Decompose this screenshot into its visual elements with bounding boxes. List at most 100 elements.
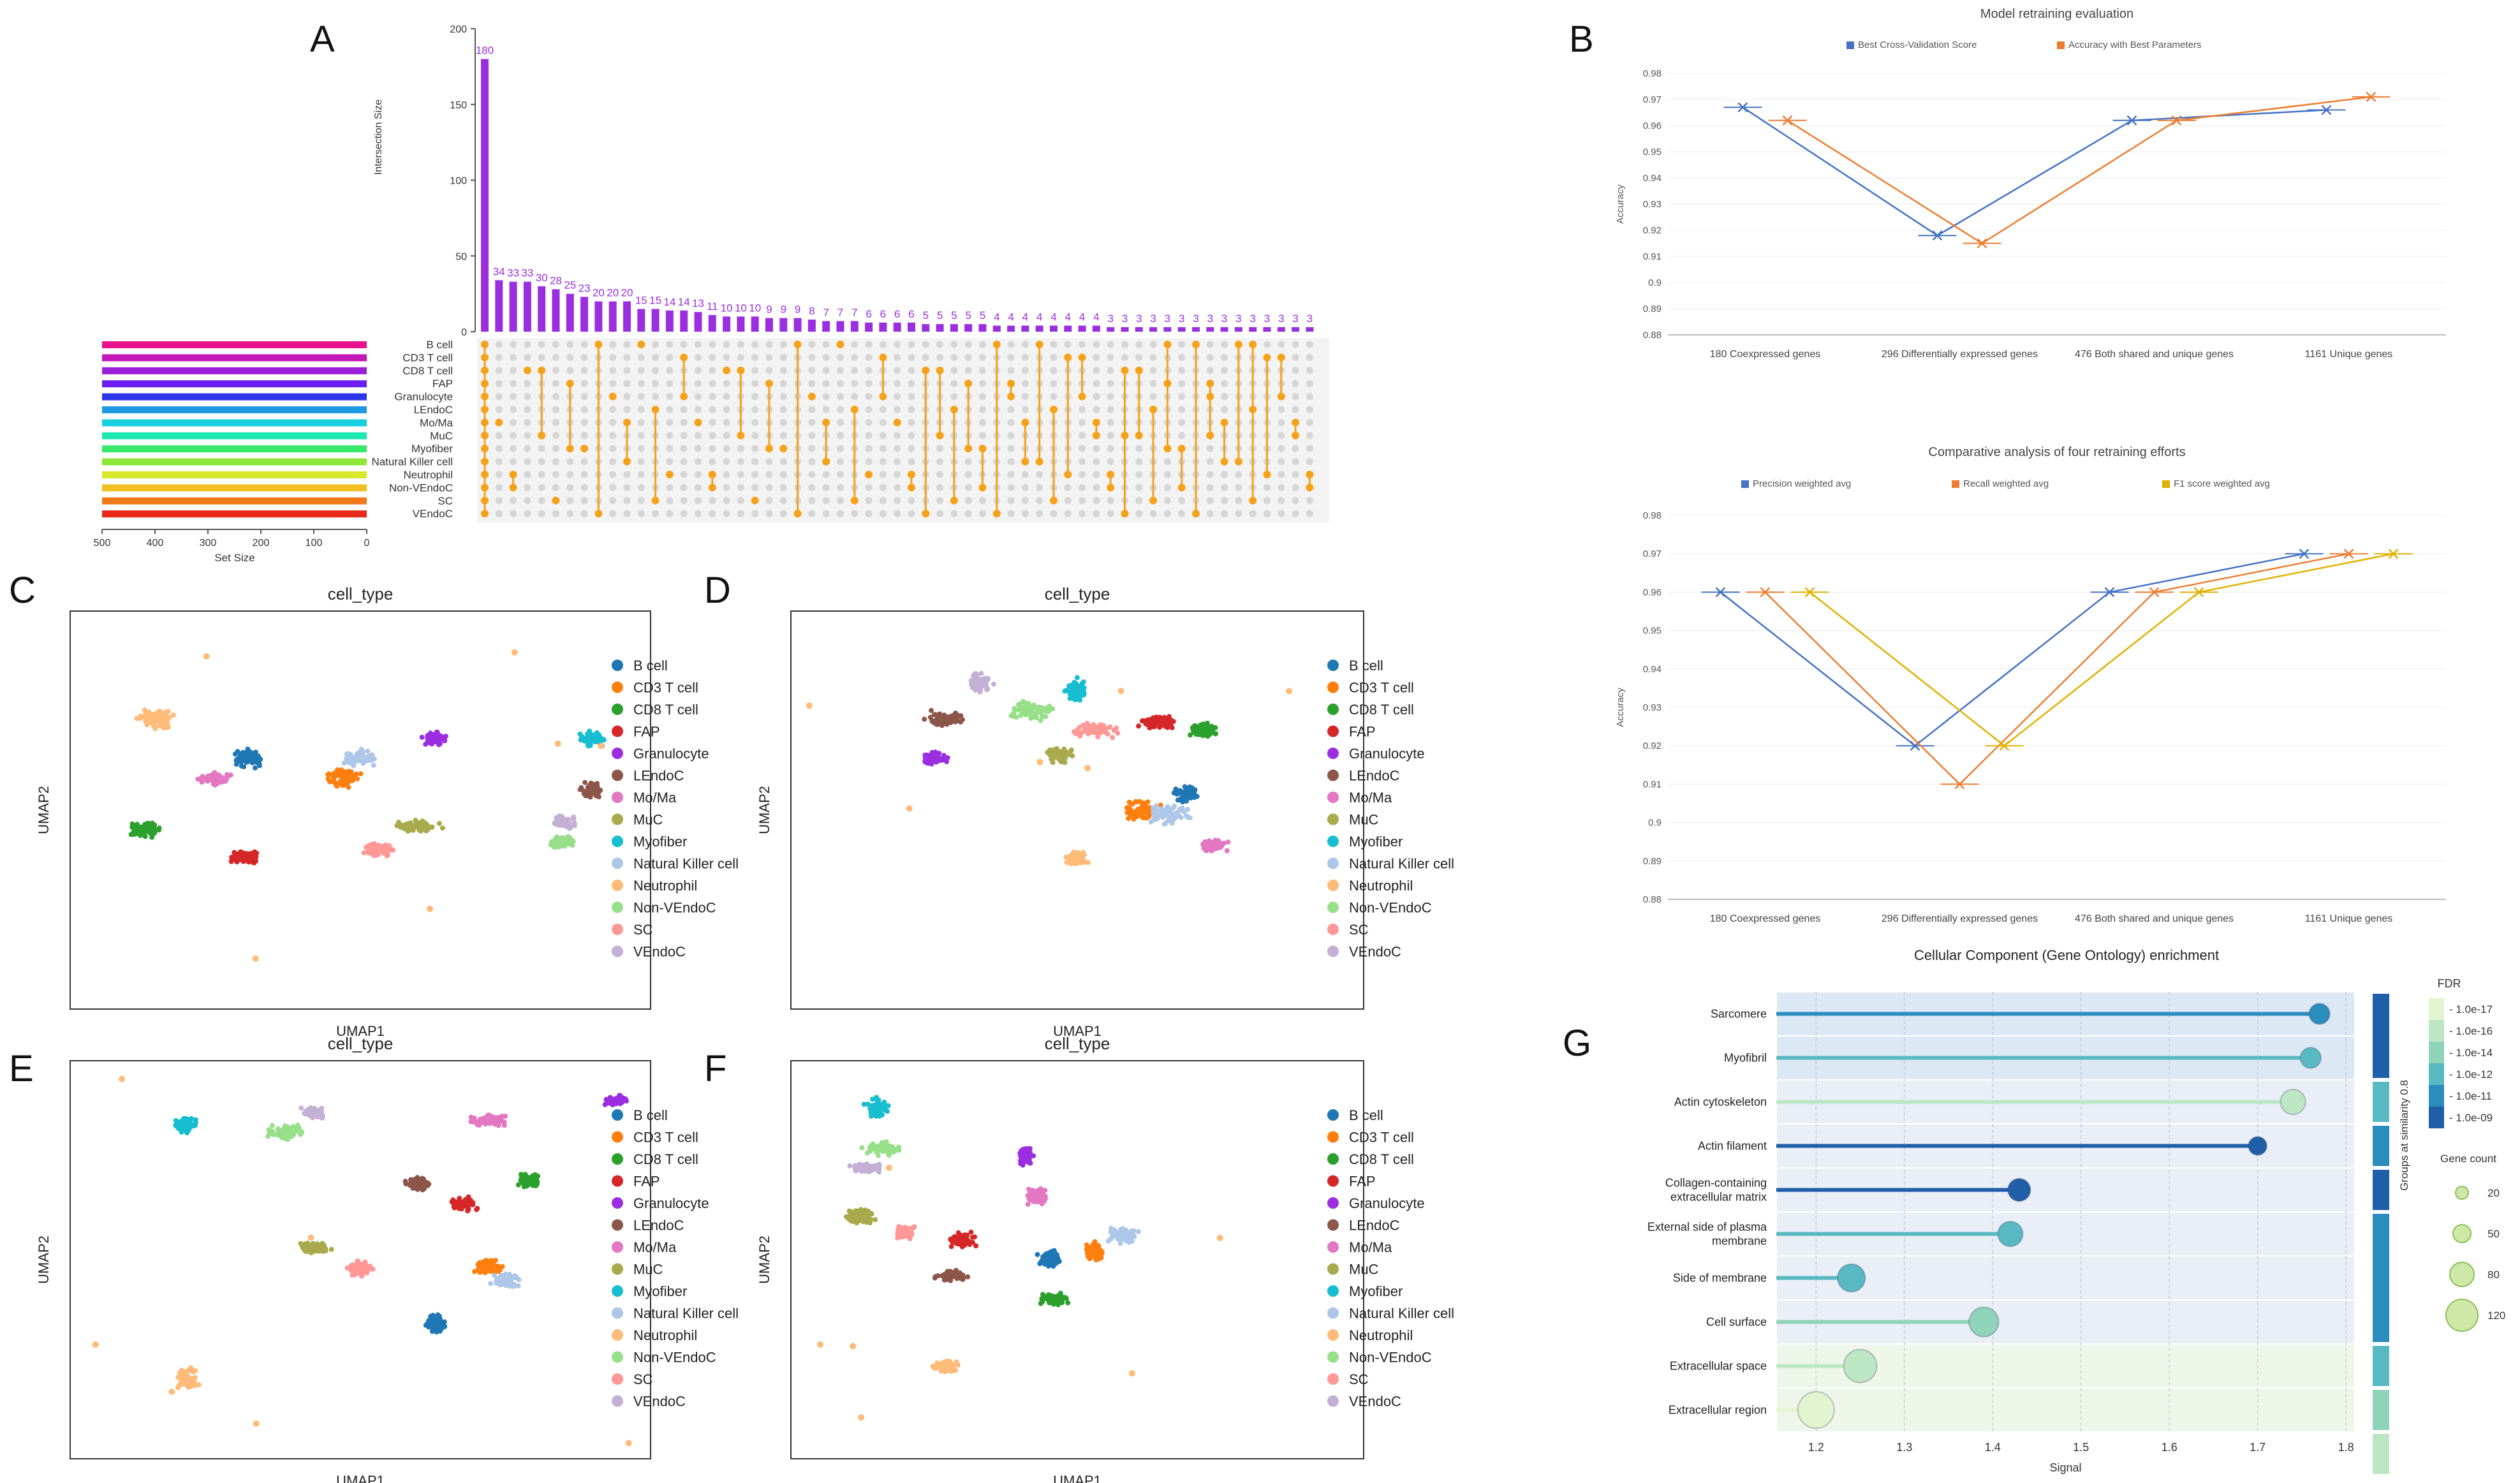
e-cell-point [280,1132,286,1137]
e-cell-point [496,1115,501,1120]
a-matrix-dot [1221,341,1228,348]
a-matrix-dot [680,341,688,348]
a-matrix-active-dot [708,483,716,492]
d-legend-label: Natural Killer cell [1349,856,1454,872]
a-matrix-dot [1135,445,1143,452]
a-matrix-dot [737,471,744,478]
c-legend-label: Granulocyte [633,746,709,762]
c-cell-point [436,740,442,746]
b2-y-tick-label: 0.94 [1643,664,1662,675]
a-matrix-active-dot [523,366,531,374]
a-matrix-dot [680,497,688,505]
a-matrix-dot [979,367,986,374]
b1-y-tick-label: 0.94 [1643,173,1662,184]
c-cell-point [429,824,434,830]
a-matrix-dot [751,353,759,361]
a-bar-label: 4 [1079,311,1085,323]
a-matrix-dot [751,445,759,452]
a-bar-label: 20 [621,287,633,299]
e-cell-point [269,1131,275,1137]
a-matrix-dot [637,471,645,478]
a-matrix-dot [779,497,787,505]
c-cell-point [165,724,171,730]
a-matrix-dot [1249,510,1256,517]
e-cell-point [503,1280,508,1285]
d-cell-point [974,672,980,678]
d-cell-point [1080,852,1086,857]
a-matrix-dot [566,471,574,478]
e-legend-marker [612,1285,623,1297]
c-cell-point [423,741,429,747]
a-bar [509,281,517,332]
d-cell-point [941,753,947,758]
d-legend-marker [1327,748,1339,759]
a-matrix-dot [666,406,674,413]
a-matrix-active-dot [893,418,901,427]
a-bar [1263,327,1271,332]
a-matrix-active-dot [1092,418,1100,427]
b2-y-tick-label: 0.9 [1648,818,1662,829]
a-matrix-dot [964,458,972,466]
e-legend-label: FAP [633,1174,660,1190]
a-matrix-dot [552,393,559,401]
a-matrix-dot [510,367,517,374]
f-cell-point [1035,1251,1040,1257]
b2-legend-swatch [1741,480,1749,488]
e-legend-marker [612,1351,623,1363]
c-cell-point [365,748,371,754]
a-matrix-active-dot [879,353,887,362]
a-matrix-dot [779,432,787,439]
c-legend-marker [612,660,623,671]
a-matrix-dot [666,445,674,452]
a-matrix-dot [1093,445,1100,452]
a-matrix-dot [695,458,702,466]
a-matrix-active-dot [651,496,659,505]
a-bar [1149,327,1158,332]
e-cell-point [184,1130,190,1135]
c-cell-point [244,756,249,762]
c-cell-point [419,734,425,740]
a-matrix-dot [1107,380,1114,387]
a-matrix-dot [936,510,944,517]
f-cell-point [968,1229,974,1235]
a-matrix-active-dot [1249,496,1257,505]
a-set-label: Mo/Ma [420,417,453,429]
c-plot-frame [70,610,651,1010]
e-cell-point [175,1385,181,1391]
a-matrix-dot [723,341,730,348]
a-matrix-active-dot [1234,341,1242,348]
e-legend-label: Myofiber [633,1283,687,1299]
a-matrix-dot [1107,432,1114,439]
f-cell-point [932,1275,938,1281]
b2-y-tick-label: 0.91 [1643,779,1662,790]
c-cell-point [138,713,144,719]
a-matrix-dot [495,406,503,413]
d-cell-point [1212,725,1218,730]
d-cell-point [1191,729,1197,735]
b1-point [2171,115,2182,126]
a-matrix-dot [1021,483,1029,491]
a-matrix-dot [1206,353,1214,361]
a-matrix-dot [751,406,759,413]
a-matrix-dot [1178,406,1186,413]
e-cell-point [283,1123,288,1128]
c-cell-point [350,774,356,780]
a-matrix-dot [1278,445,1285,452]
a-matrix-dot [822,341,830,348]
a-matrix-dot [552,445,559,452]
a-matrix-dot [637,432,645,439]
a-bar-label: 4 [1093,311,1099,323]
a-matrix-dot [837,367,844,374]
a-matrix-dot [865,393,873,401]
c-cell-point [146,826,152,832]
a-matrix-dot [765,341,773,348]
a-matrix-dot [495,367,503,374]
b1-point [1737,102,1748,113]
a-bar [1249,327,1257,332]
d-cell-point [1018,712,1024,718]
d-legend-label: CD3 T cell [1349,680,1414,696]
c-cell-point [256,760,262,766]
c-cell-point [242,857,247,862]
f-cell-point [1043,1196,1048,1202]
b2-point [2299,549,2310,559]
